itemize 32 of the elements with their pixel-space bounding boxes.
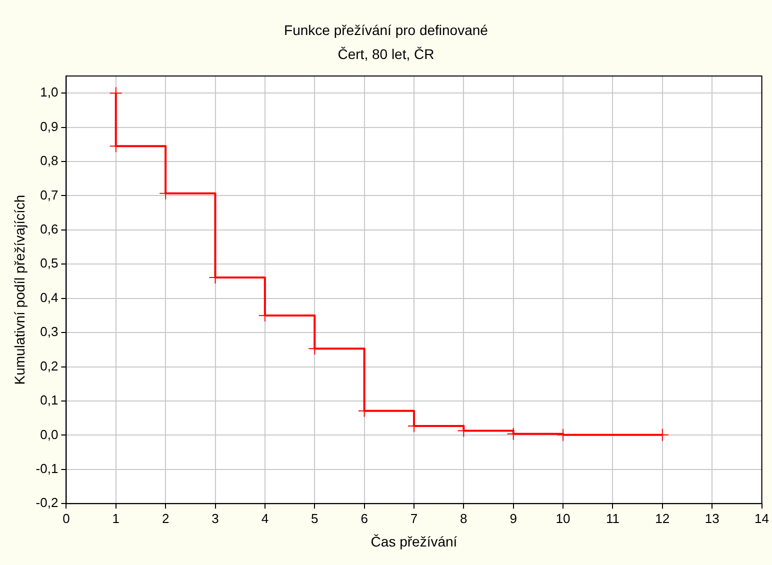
x-tick-label: 11: [606, 510, 620, 526]
x-tick-label: 2: [162, 510, 170, 526]
x-tick-label: 8: [460, 510, 468, 526]
y-tick-label: -0,2: [36, 495, 58, 510]
y-tick-label: 0,7: [40, 187, 58, 202]
chart-subtitle: Čert, 80 let, ČR: [336, 45, 436, 64]
y-tick-label: 0,6: [40, 222, 58, 237]
y-tick-label: 0,0: [40, 426, 58, 442]
x-tick-label: 4: [261, 510, 269, 526]
y-axis-title: Kumulativní podíl přežívajících: [11, 194, 28, 385]
x-tick-label: 0: [62, 510, 70, 526]
y-tick-label: 0,9: [40, 118, 58, 134]
y-tick-label: 0,2: [40, 358, 58, 374]
x-tick-label: 12: [655, 510, 670, 526]
x-tick-label: 10: [556, 510, 570, 526]
y-tick-label: 0,4: [40, 290, 58, 305]
x-tick-label: 9: [510, 510, 517, 526]
x-tick-label: 5: [311, 510, 318, 526]
x-tick-label: 6: [360, 510, 368, 526]
y-tick-label: -0,1: [36, 460, 58, 476]
y-tick-label: 0,1: [40, 392, 58, 408]
y-tick-label: 0,3: [40, 324, 58, 340]
chart-title: Funkce přežívání pro definované: [283, 21, 489, 40]
x-tick-label: 1: [112, 510, 120, 526]
x-tick-label: 3: [212, 510, 219, 526]
x-tick-label: 14: [754, 510, 770, 526]
x-tick-label: 13: [704, 510, 720, 526]
y-tick-label: 0,5: [40, 256, 58, 271]
x-tick-label: 7: [410, 510, 418, 526]
x-axis-title: Čas přežívání: [370, 533, 458, 550]
y-tick-label: 1,0: [40, 84, 58, 100]
y-tick-label: 0,8: [40, 153, 58, 168]
